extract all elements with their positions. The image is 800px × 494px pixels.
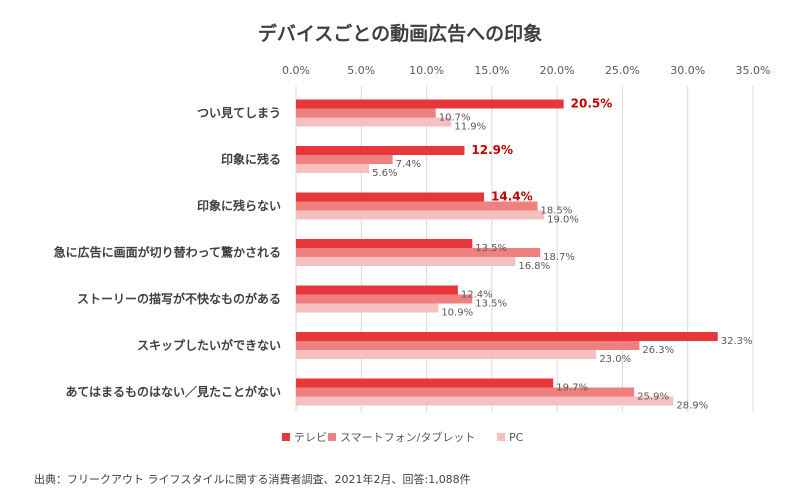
bar <box>296 378 554 388</box>
bar <box>296 192 485 202</box>
bar <box>296 294 473 304</box>
category-label: スキップしたいができない <box>137 338 281 353</box>
x-tick-label: 25.0% <box>605 64 640 77</box>
bar <box>296 239 473 248</box>
bar <box>296 164 370 173</box>
source-note: 出典：フリークアウト ライフスタイルに関する消費者調査、2021年2月、回答:1… <box>34 472 471 486</box>
legend-label: スマートフォン/タブレット <box>340 430 475 444</box>
category-label: 急に広告に画面が切り替わって驚かされる <box>54 245 281 260</box>
data-label: 7.4% <box>396 159 421 170</box>
data-label: 32.3% <box>721 336 753 347</box>
data-label: 25.9% <box>637 392 669 403</box>
data-label: 14.4% <box>491 190 533 204</box>
data-label: 18.7% <box>543 252 575 263</box>
category-label: 印象に残らない <box>197 198 281 213</box>
legend-swatch <box>497 433 505 441</box>
bar <box>296 99 564 109</box>
data-label: 18.5% <box>541 206 573 217</box>
bar <box>296 146 465 155</box>
bar <box>296 257 516 266</box>
data-labels: 20.5%10.7%11.9%12.9%7.4%5.6%14.4%18.5%19… <box>372 97 752 412</box>
legend: テレビ スマートフォン/タブレット PC <box>282 430 524 444</box>
legend-label: テレビ <box>294 431 327 444</box>
bar <box>296 350 597 359</box>
bar <box>296 332 718 341</box>
data-label: 13.5% <box>475 243 507 254</box>
bar <box>296 155 393 164</box>
bar <box>296 285 458 295</box>
category-label: あてはまるものはない／見たことがない <box>65 384 281 399</box>
category-label: ストーリーの描写が不快なものがある <box>77 291 281 306</box>
bar <box>296 341 640 350</box>
data-label: 11.9% <box>454 122 486 133</box>
data-label: 5.6% <box>372 168 397 179</box>
data-label: 13.5% <box>475 299 507 310</box>
bar <box>296 201 538 211</box>
bar <box>296 210 545 220</box>
legend-swatch <box>328 433 336 441</box>
data-label: 19.0% <box>547 215 579 226</box>
x-tick-label: 5.0% <box>347 64 375 77</box>
bar <box>296 248 541 257</box>
x-tick-label: 10.0% <box>409 64 444 77</box>
data-label: 26.3% <box>642 345 674 356</box>
bar <box>296 117 452 127</box>
chart-title: デバイスごとの動画広告への印象 <box>258 22 542 45</box>
bar <box>296 303 439 313</box>
category-label: 印象に残る <box>221 152 281 167</box>
x-axis-ticks: 0.0% 5.0% 10.0% 15.0% 20.0% 25.0% 30.0% 35.0% <box>282 64 770 77</box>
bar <box>296 396 674 406</box>
legend-swatch <box>282 433 290 441</box>
data-label: 28.9% <box>676 401 708 412</box>
x-tick-label: 0.0% <box>282 64 310 77</box>
legend-label: PC <box>509 431 524 444</box>
x-tick-label: 35.0% <box>736 64 771 77</box>
bar <box>296 108 436 118</box>
category-label: つい見てしまう <box>197 105 281 120</box>
x-tick-label: 15.0% <box>474 64 509 77</box>
data-label: 19.7% <box>556 383 588 394</box>
data-label: 23.0% <box>599 354 631 365</box>
bars <box>296 99 718 406</box>
data-label: 12.9% <box>471 143 513 157</box>
data-label: 10.7% <box>439 113 471 124</box>
data-label: 12.4% <box>461 290 493 301</box>
bar <box>296 387 635 397</box>
x-tick-label: 30.0% <box>670 64 705 77</box>
x-tick-label: 20.0% <box>540 64 575 77</box>
data-label: 20.5% <box>571 97 613 111</box>
data-label: 16.8% <box>518 261 550 272</box>
category-labels: つい見てしまう印象に残る印象に残らない急に広告に画面が切り替わって驚かされるスト… <box>54 105 281 399</box>
data-label: 10.9% <box>441 308 473 319</box>
